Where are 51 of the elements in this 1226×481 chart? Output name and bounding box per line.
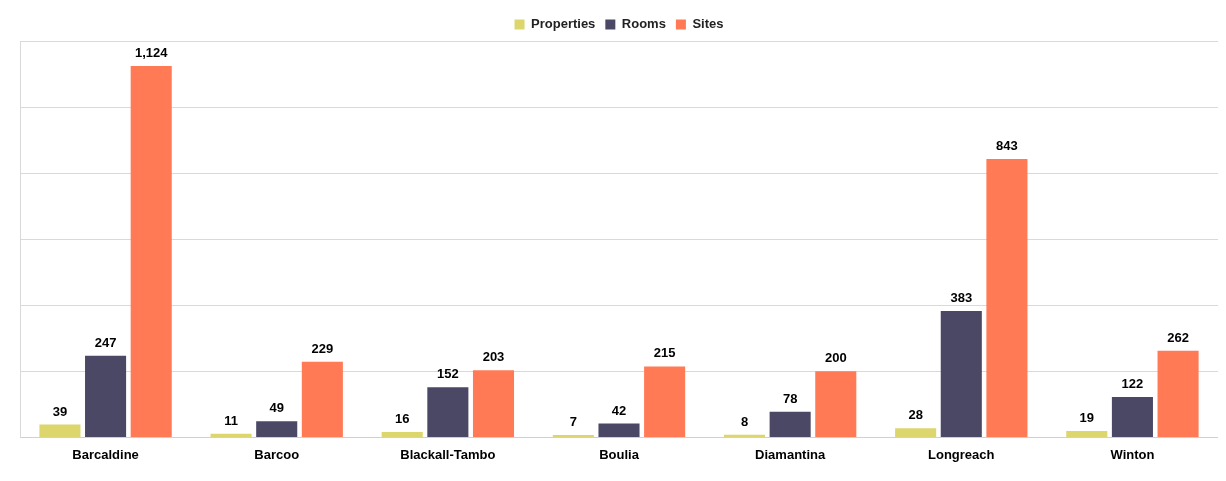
bar [644, 366, 686, 437]
data-label: 200 [824, 350, 847, 366]
bar [769, 411, 811, 437]
data-label: 42 [611, 402, 627, 418]
bar [130, 66, 172, 437]
data-label: 16 [394, 411, 410, 427]
data-label: 215 [653, 345, 676, 361]
x-tick-label: Barcaldine [72, 446, 139, 462]
x-tick-label: Blackall-Tambo [400, 446, 496, 462]
bar [210, 433, 252, 437]
x-tick-label: Boulia [599, 446, 640, 462]
bar [986, 158, 1028, 437]
data-label: 49 [269, 400, 284, 416]
bar [1157, 350, 1199, 437]
bar [472, 370, 515, 437]
data-label: 247 [94, 334, 117, 350]
x-tick-label: Barcoo [254, 446, 300, 462]
data-label: 11 [224, 412, 238, 428]
bar [940, 310, 982, 437]
data-label: 262 [1167, 329, 1189, 345]
data-label: 78 [782, 390, 798, 406]
legend-label: Sites [692, 16, 724, 32]
data-label: 1,124 [134, 45, 169, 61]
bar [1066, 431, 1108, 437]
bar [381, 432, 423, 437]
x-tick-label: Diamantina [755, 446, 826, 462]
bar [598, 423, 640, 437]
x-tick-label: Winton [1110, 446, 1155, 462]
bar [85, 355, 127, 437]
data-label: 383 [950, 289, 973, 305]
data-label: 7 [569, 414, 577, 430]
data-label: 19 [1079, 410, 1095, 426]
bar [895, 428, 937, 437]
data-label: 28 [908, 407, 923, 423]
bar [1111, 397, 1153, 437]
data-label: 8 [740, 413, 749, 429]
bar [256, 421, 298, 437]
data-label: 122 [1121, 376, 1144, 392]
data-label: 229 [311, 340, 334, 356]
legend-label: Rooms [621, 16, 666, 32]
bar [301, 361, 343, 437]
data-label: 843 [996, 138, 1018, 154]
data-label: 152 [437, 366, 459, 382]
bar [427, 387, 469, 437]
bar [39, 424, 81, 437]
bar [723, 434, 766, 437]
data-label: 39 [52, 403, 68, 419]
legend-label: Properties [531, 16, 596, 32]
x-tick-label: Longreach [928, 446, 995, 462]
bar [815, 371, 857, 437]
data-label: 203 [482, 349, 505, 365]
